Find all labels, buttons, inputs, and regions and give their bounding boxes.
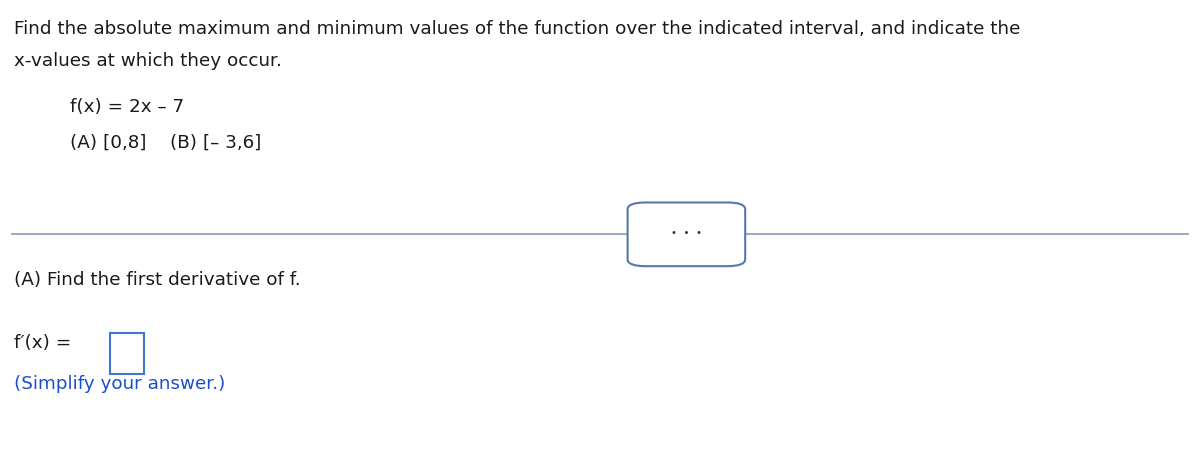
FancyBboxPatch shape <box>628 202 745 266</box>
Text: (A) Find the first derivative of f.: (A) Find the first derivative of f. <box>14 271 301 289</box>
Text: f′(x) =: f′(x) = <box>14 334 72 353</box>
Text: (A) [0,8]    (B) [– 3,6]: (A) [0,8] (B) [– 3,6] <box>70 134 260 152</box>
Text: (Simplify your answer.): (Simplify your answer.) <box>14 375 226 394</box>
Text: Find the absolute maximum and minimum values of the function over the indicated : Find the absolute maximum and minimum va… <box>14 20 1021 39</box>
Text: •  •  •: • • • <box>671 228 702 238</box>
Text: f(x) = 2x – 7: f(x) = 2x – 7 <box>70 98 184 116</box>
Text: x-values at which they occur.: x-values at which they occur. <box>14 52 282 71</box>
FancyBboxPatch shape <box>110 333 144 374</box>
